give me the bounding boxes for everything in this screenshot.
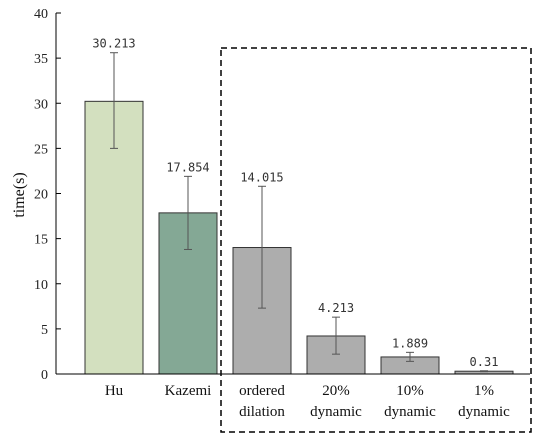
y-tick-label: 10 <box>34 278 48 293</box>
data-label: 0.31 <box>470 355 499 369</box>
x-tick-label: ordered <box>239 383 285 399</box>
x-tick-label: dilation <box>239 404 285 420</box>
y-tick-label: 40 <box>34 7 48 22</box>
y-tick-label: 30 <box>34 97 48 112</box>
bars-group <box>84 100 514 375</box>
x-tick-label: dynamic <box>458 404 510 420</box>
data-label: 17.854 <box>166 160 209 174</box>
y-ticks-group: 0 5 10 15 20 25 30 35 40 <box>34 7 61 383</box>
bar <box>306 335 366 375</box>
y-tick-label: 0 <box>41 368 48 383</box>
highlight-box <box>220 47 532 433</box>
error-bars-group <box>110 52 488 373</box>
y-axis-title: time(s) <box>11 172 28 217</box>
x-tick-label: 20% <box>322 383 350 399</box>
x-tick-label: dynamic <box>384 404 436 420</box>
x-tick-label: 1% <box>474 383 494 399</box>
data-label: 30.213 <box>92 37 135 51</box>
x-tick-label: Hu <box>105 383 124 399</box>
data-label: 1.889 <box>392 336 428 350</box>
x-tick-label: Kazemi <box>165 383 212 399</box>
data-label: 14.015 <box>240 170 283 184</box>
x-labels-group: Hu Kazemi ordered dilation 20% dynamic 10% dyna… <box>105 383 510 420</box>
y-tick-label: 5 <box>41 323 48 338</box>
x-tick-label: dynamic <box>310 404 362 420</box>
y-tick-label: 25 <box>34 142 48 157</box>
data-label: 4.213 <box>318 301 354 315</box>
y-tick-label: 35 <box>34 52 48 67</box>
y-tick-label: 20 <box>34 188 48 203</box>
y-tick-label: 15 <box>34 233 48 248</box>
value-labels-group: 30.213 17.854 14.015 4.213 1.889 0.31 <box>92 37 498 369</box>
x-tick-label: 10% <box>396 383 424 399</box>
